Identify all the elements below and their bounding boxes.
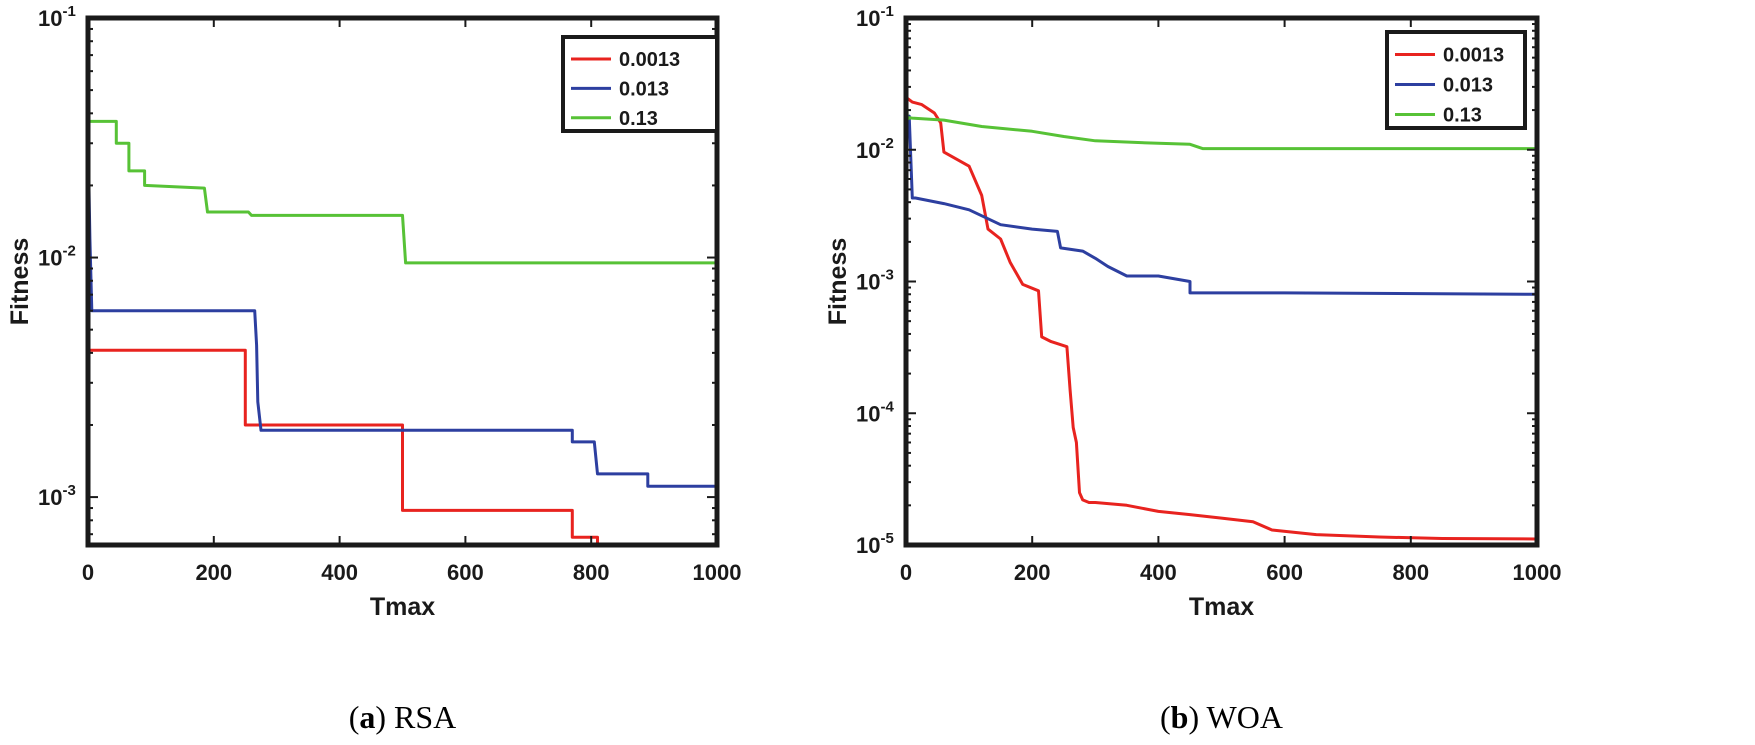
x-axis-title: Tmax [1189, 593, 1254, 621]
legend-box [1385, 30, 1527, 130]
legend: 0.0013 0.013 0.13 [1385, 30, 1527, 130]
x-tick-label: 800 [1392, 560, 1429, 585]
legend-label: 0.13 [619, 108, 658, 130]
x-tick-label: 600 [447, 560, 484, 585]
x-tick-label: 600 [1266, 560, 1303, 585]
legend-label: 0.0013 [1443, 45, 1504, 67]
chart-panel-b: 0 200 400 600 800 1000 10-5 10-4 10-3 10-2 10-1 Tma… [824, 3, 1561, 735]
caption-name: RSA [394, 699, 456, 735]
legend: 0.0013 0.013 0.13 [561, 35, 719, 133]
x-tick-label: 400 [1140, 560, 1177, 585]
panel-caption: (a) RSA [349, 699, 457, 735]
y-tick-label: 10-3 [38, 482, 76, 510]
y-tick-label: 10-1 [38, 3, 76, 31]
legend-label: 0.0013 [619, 49, 680, 71]
y-tick-label: 10-2 [38, 243, 76, 271]
legend-label: 0.013 [619, 78, 669, 100]
series-line-0.013 [88, 133, 717, 488]
x-tick-label: 400 [321, 560, 358, 585]
x-tick-label: 1000 [1513, 560, 1562, 585]
x-tick-label: 1000 [693, 560, 742, 585]
caption-letter: b [1171, 699, 1189, 735]
y-tick-label: 10-2 [856, 135, 894, 163]
legend-label: 0.013 [1443, 75, 1493, 97]
y-tick-label: 10-4 [856, 398, 894, 426]
y-tick-label: 10-3 [856, 267, 894, 295]
x-tick-label: 200 [195, 560, 232, 585]
y-axis-title: Fitness [824, 238, 852, 326]
caption-letter: a [359, 699, 375, 735]
x-tick-label: 0 [82, 560, 94, 585]
legend-label: 0.13 [1443, 105, 1482, 127]
series-line-0.0013 [88, 348, 717, 545]
x-tick-label: 200 [1014, 560, 1051, 585]
series-line-0.013 [906, 114, 1537, 296]
y-tick-label: 10-5 [856, 530, 894, 558]
series-line-0.13 [906, 64, 1537, 151]
x-tick-label: 800 [573, 560, 610, 585]
panel-caption: (b) WOA [1160, 699, 1283, 735]
x-axis-title: Tmax [370, 593, 435, 621]
legend-box [561, 35, 719, 133]
y-axis-title: Fitness [6, 238, 34, 326]
caption-name: WOA [1207, 699, 1283, 735]
x-tick-label: 0 [900, 560, 912, 585]
y-tick-label: 10-1 [856, 3, 894, 31]
series-line-0.13 [88, 119, 717, 265]
series-line-0.0013 [906, 96, 1537, 541]
chart-panel-a: 0 200 400 600 800 1000 10-3 10-2 10-1 Tmax Fitness… [6, 3, 741, 735]
